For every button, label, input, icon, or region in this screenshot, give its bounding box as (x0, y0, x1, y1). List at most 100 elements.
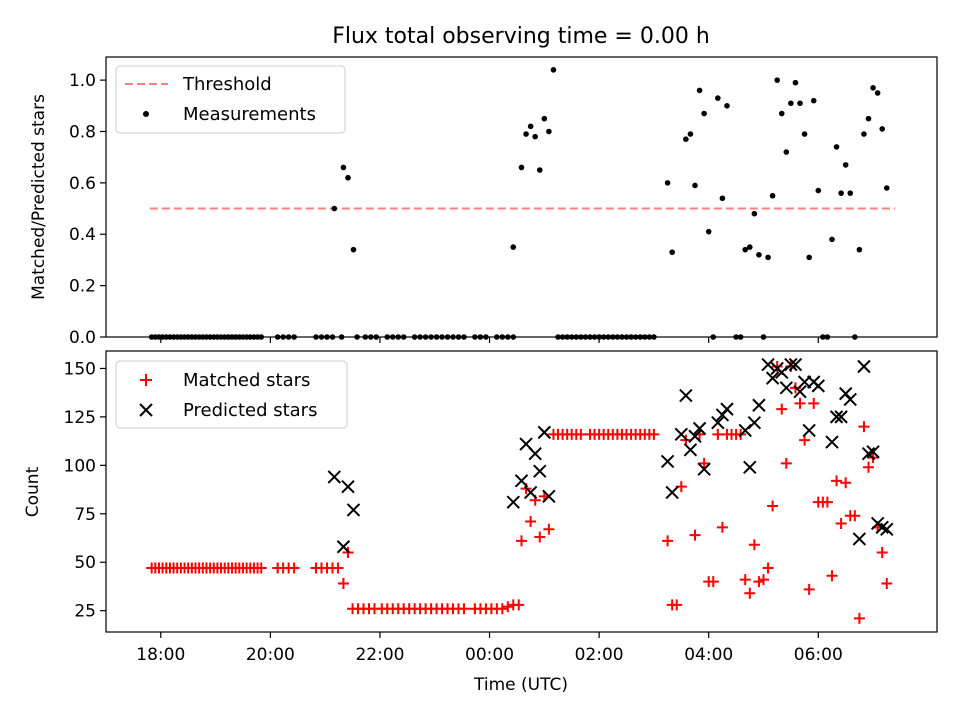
predicted-star-point (720, 402, 734, 416)
measurement-point (829, 236, 835, 243)
x-tick-label: 06:00 (794, 645, 843, 665)
measurement-point (550, 67, 557, 73)
bottom-axes: 25 50 75 100 125 150 18:00 20:00 22:00 00:00 02:00… (64, 350, 938, 665)
measurement-point (746, 244, 753, 250)
y-tick-label: 125 (64, 408, 96, 428)
measurement-point (742, 246, 749, 253)
predicted-star-point (537, 425, 552, 440)
predicted-star-point (834, 410, 848, 424)
measurement-point (705, 228, 712, 235)
predicted-star-point (765, 371, 780, 385)
matched-star-point (840, 477, 852, 489)
measurement-point (856, 246, 863, 253)
predicted-star-point (533, 464, 547, 478)
measurement-point (797, 100, 803, 107)
predicted-star-point (852, 532, 867, 546)
matched-star-point (458, 603, 470, 615)
matched-star-point (780, 457, 792, 469)
legend-predicted-label: Predicted stars (183, 400, 317, 421)
predicted-star-point (761, 357, 775, 372)
matched-star-point (534, 531, 546, 543)
measurement-point (683, 136, 689, 143)
matched-star-point (762, 562, 774, 574)
measurement-point (510, 244, 517, 250)
matched-star-point (516, 535, 527, 547)
matched-star-point (849, 510, 861, 522)
predicted-star-point (514, 474, 529, 488)
predicted-star-point (683, 443, 698, 457)
top-ylabel: Matched/Predicted stars (29, 94, 49, 300)
measurement-point (664, 180, 671, 186)
y-tick-label: 75 (74, 505, 96, 525)
y-tick-label: 1.0 (69, 71, 96, 91)
top-axes: 0.0 0.2 0.4 0.6 0.8 1.0 (69, 56, 938, 348)
matched-star-point (853, 612, 865, 624)
measurement-point (701, 110, 707, 117)
y-tick-label: 0.2 (69, 277, 96, 297)
predicted-star-point (784, 357, 798, 372)
measurement-point (751, 210, 758, 217)
measurement-point (810, 97, 817, 104)
measurement-point (815, 187, 822, 194)
matched-star-point (799, 434, 811, 446)
measurement-point (765, 254, 771, 261)
matched-star-point (707, 576, 719, 588)
bottom-ylabel: Count (23, 466, 43, 517)
measurement-point (331, 205, 338, 212)
matched-star-point (716, 521, 728, 533)
predicted-star-point (528, 447, 542, 461)
predicted-star-point (861, 447, 876, 461)
measurement-point (874, 90, 881, 96)
matched-star-point (525, 516, 537, 528)
matched-star-point (767, 500, 779, 512)
measurement-point (345, 174, 351, 181)
measurement-point (833, 144, 840, 150)
measurement-point (883, 185, 890, 191)
y-tick-label: 0.6 (69, 174, 96, 194)
measurement-point (541, 115, 548, 122)
measurement-point (788, 100, 794, 107)
predicted-star-point (697, 462, 711, 476)
predicted-star-point (875, 520, 889, 535)
axes-frame (105, 350, 938, 633)
matched-star-point (255, 562, 267, 574)
matched-star-point (698, 457, 710, 469)
predicted-star-point (811, 379, 825, 393)
chart-title: Flux total observing time = 0.00 h (332, 24, 710, 49)
matched-star-point (543, 523, 555, 535)
predicted-star-point (341, 479, 355, 494)
measurement-point (801, 131, 808, 137)
measurement-point (847, 190, 854, 196)
matched-star-point (502, 601, 514, 613)
measurement-point (756, 251, 762, 258)
predicted-star-point (843, 392, 857, 407)
legend-predicted-swatch (139, 403, 153, 417)
measurement-point (719, 195, 726, 202)
predicted-star-point (665, 485, 679, 500)
matched-star-point (648, 428, 660, 440)
measurement-point (724, 103, 730, 109)
predicted-star-point (825, 435, 839, 449)
y-tick-label: 0.4 (69, 225, 96, 245)
measurement-point (806, 254, 812, 261)
matched-star-point (794, 397, 806, 409)
measurement-point (523, 131, 529, 137)
measurement-point (536, 167, 543, 173)
matched-star-point (513, 599, 525, 611)
predicted-star-point (752, 398, 766, 412)
predicted-star-point (743, 460, 757, 474)
predicted-star-point (679, 388, 693, 403)
predicted-star-point (542, 489, 556, 504)
matched-star-point (826, 570, 838, 582)
legend-matched-label: Matched stars (183, 370, 310, 391)
measurement-point (792, 79, 799, 86)
top-legend: Threshold Measurements (115, 65, 346, 134)
measurement-point (350, 246, 357, 253)
x-tick-label: 18:00 (136, 645, 185, 665)
predicted-star-point (506, 495, 520, 509)
matched-star-point (858, 421, 870, 433)
matched-star-point (748, 539, 760, 551)
predicted-star-point (660, 454, 675, 469)
matched-star-point (671, 599, 683, 611)
